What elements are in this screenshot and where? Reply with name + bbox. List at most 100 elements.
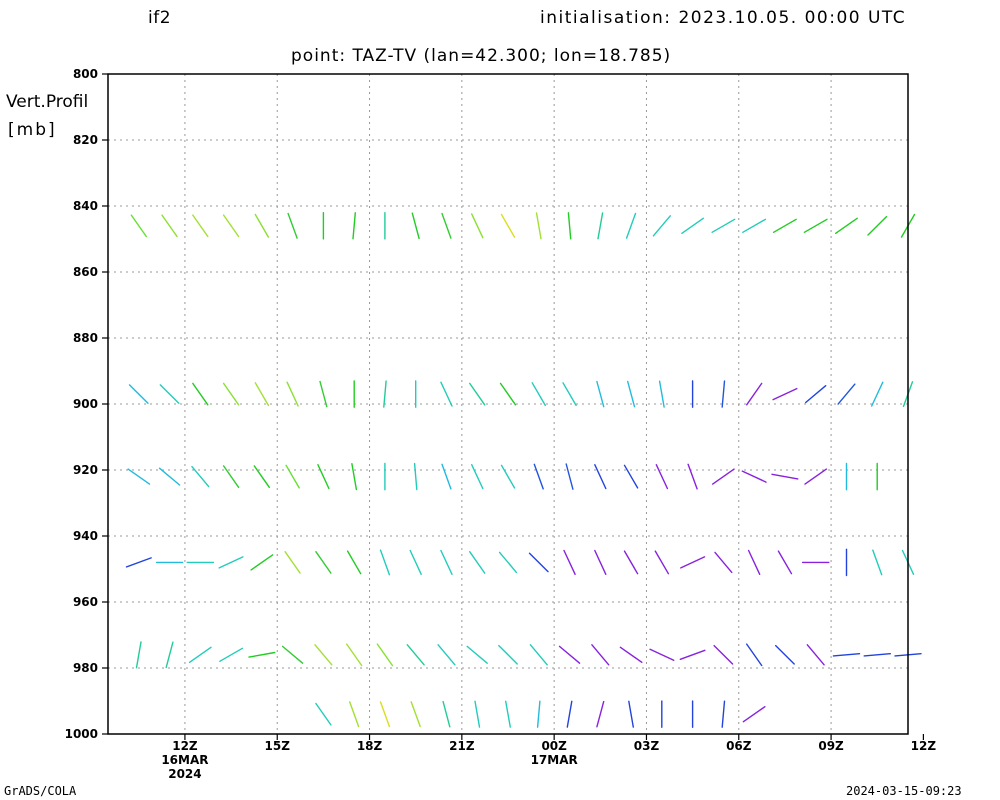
wind-vector xyxy=(188,646,212,663)
wind-vector xyxy=(128,384,149,404)
wind-vector xyxy=(777,550,793,575)
wind-vector xyxy=(531,382,546,407)
y-tick-label: 900 xyxy=(73,397,98,411)
x-tick-label: 18Z xyxy=(357,739,383,753)
wind-vector xyxy=(775,644,795,665)
wind-vector xyxy=(536,700,541,728)
wind-vector xyxy=(628,700,634,728)
wind-vector xyxy=(254,213,270,238)
wind-vector xyxy=(679,649,706,660)
initialisation-label: initialisation: 2023.10.05. 00:00 UTC xyxy=(540,8,907,28)
wind-vector xyxy=(222,382,240,406)
wind-vector xyxy=(567,212,572,240)
wind-vector xyxy=(500,213,516,238)
wind-vector xyxy=(281,645,304,664)
wind-vector xyxy=(474,700,481,728)
wind-vector xyxy=(250,554,274,571)
footer-credit: GrADS/COLA xyxy=(4,784,77,798)
x-tick-label: 06Z xyxy=(726,739,752,753)
y-tick-label: 920 xyxy=(73,463,98,477)
wind-vector xyxy=(863,653,891,657)
wind-vector xyxy=(286,381,299,407)
wind-vector xyxy=(803,218,828,234)
wind-vector xyxy=(872,549,883,576)
wind-vector xyxy=(867,215,888,236)
wind-vector xyxy=(469,382,486,406)
wind-vector xyxy=(440,549,453,575)
wind-vector xyxy=(594,549,607,575)
wind-vector xyxy=(871,381,884,407)
wind-vector xyxy=(627,380,636,408)
y-tick-label: 960 xyxy=(73,595,98,609)
wind-vector xyxy=(533,463,544,490)
y-tick-label: 820 xyxy=(73,133,98,147)
y-tick-label: 980 xyxy=(73,661,98,675)
wind-vector xyxy=(535,212,542,240)
wind-vector xyxy=(713,644,734,665)
wind-vector xyxy=(746,382,763,406)
wind-vector xyxy=(687,463,698,490)
wind-vector xyxy=(772,387,798,401)
x-tick-label: 00Z xyxy=(541,739,567,753)
model-label: if2 xyxy=(148,8,172,28)
chart-title: point: TAZ-TV (lan=42.300; lon=18.785) xyxy=(291,46,672,66)
wind-vector xyxy=(712,468,735,485)
wind-vector xyxy=(596,380,605,408)
wind-vector xyxy=(746,643,763,667)
wind-vector xyxy=(383,380,387,408)
wind-vector xyxy=(161,214,178,238)
wind-vector xyxy=(466,645,488,664)
wind-vector xyxy=(406,644,425,666)
wind-vector xyxy=(680,556,706,569)
wind-vector xyxy=(284,551,301,574)
x-tick-label: 12Z xyxy=(172,739,198,753)
wind-vector xyxy=(191,465,210,488)
wind-vector xyxy=(804,468,828,485)
wind-vector xyxy=(652,215,671,237)
wind-vector xyxy=(219,647,244,662)
wind-vector xyxy=(192,382,209,406)
wind-vector xyxy=(591,644,610,666)
wind-vector xyxy=(835,217,858,235)
wind-vector xyxy=(711,218,736,234)
y-tick-label: 800 xyxy=(73,67,98,81)
wind-vector xyxy=(441,212,452,239)
wind-vector xyxy=(805,385,827,404)
x-tick-label: 15Z xyxy=(265,739,291,753)
wind-vector xyxy=(471,213,484,239)
wind-vector xyxy=(411,212,420,240)
y-axis-title-line-2: [mb] xyxy=(8,120,57,140)
wind-vector xyxy=(351,463,358,491)
wind-vector xyxy=(409,549,422,575)
wind-vector xyxy=(654,550,670,575)
wind-vector xyxy=(192,214,209,238)
wind-vector xyxy=(832,653,861,657)
wind-vector xyxy=(498,551,518,574)
wind-vector xyxy=(562,382,577,407)
wind-vector xyxy=(314,644,333,666)
wind-vector xyxy=(563,549,576,575)
wind-vector xyxy=(747,549,761,575)
wind-vector xyxy=(379,701,391,728)
x-tick-label: 12Z xyxy=(911,739,937,753)
wind-vector xyxy=(469,551,486,574)
wind-vector xyxy=(317,464,330,490)
x-tick-label: 09Z xyxy=(818,739,844,753)
x-tick-date-label: 16MAR xyxy=(161,753,208,767)
wind-vector xyxy=(349,701,360,728)
wind-vector xyxy=(721,380,726,408)
wind-vector xyxy=(379,549,391,576)
wind-vector xyxy=(127,468,151,485)
wind-vector xyxy=(410,701,421,728)
wind-vector xyxy=(222,465,240,488)
y-tick-label: 860 xyxy=(73,265,98,279)
y-tick-label: 940 xyxy=(73,529,98,543)
wind-vector xyxy=(771,473,799,480)
wind-vector xyxy=(625,212,637,239)
wind-vector xyxy=(623,550,639,575)
wind-vector xyxy=(165,641,174,669)
wind-vector xyxy=(721,700,726,728)
wind-vector xyxy=(135,641,142,669)
